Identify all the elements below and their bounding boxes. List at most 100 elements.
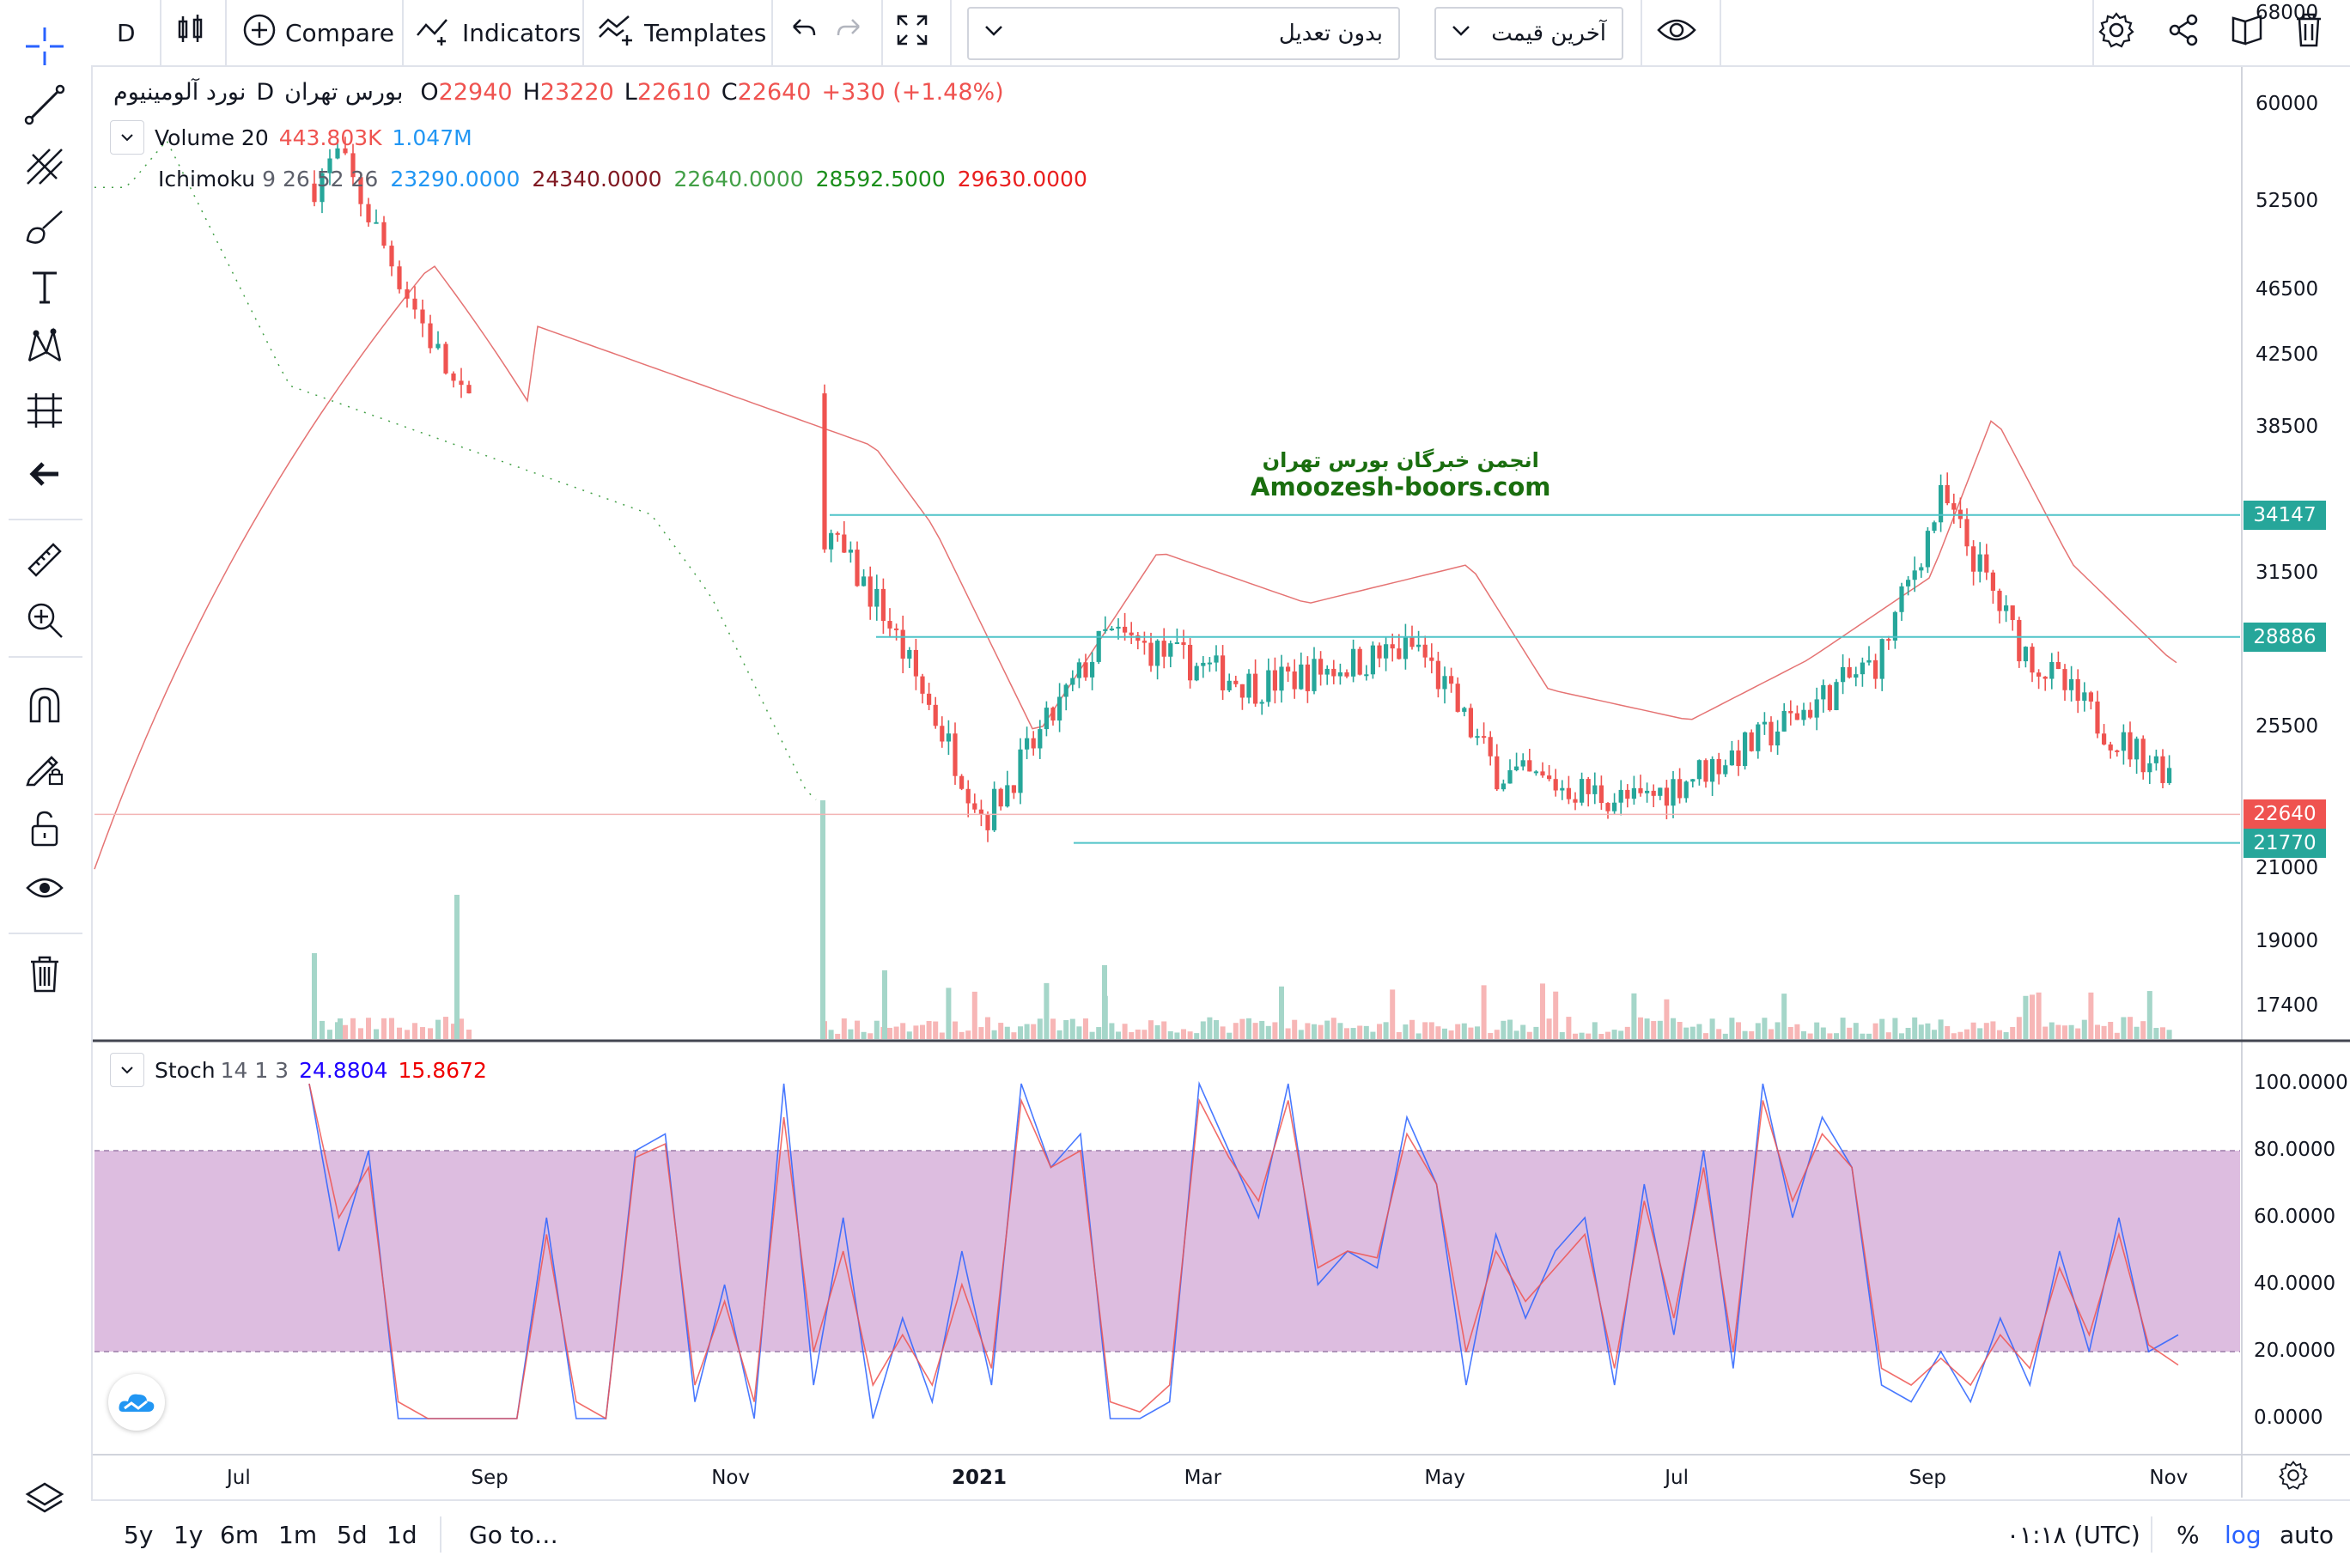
candle-body xyxy=(972,803,977,810)
book-button[interactable] xyxy=(2230,0,2266,65)
clock[interactable]: ۰۱:۱۸ (UTC) xyxy=(2006,1520,2140,1549)
indicators-button[interactable]: Indicators xyxy=(416,0,581,65)
ichimoku-lead-line xyxy=(94,265,2177,870)
collapse-toggle[interactable] xyxy=(110,1053,144,1087)
brush-icon[interactable] xyxy=(19,201,70,252)
log-toggle[interactable]: log xyxy=(2225,1520,2262,1549)
volume-bar xyxy=(1409,1019,1415,1039)
volume-bar xyxy=(1729,1018,1735,1039)
range-5y[interactable]: 5y xyxy=(124,1520,154,1549)
redo-button[interactable] xyxy=(835,0,866,65)
candle-body xyxy=(1925,531,1930,568)
chart-type-button[interactable] xyxy=(175,0,206,65)
delete-button[interactable] xyxy=(2293,0,2324,65)
collapse-toggle[interactable] xyxy=(110,120,144,155)
volume-bar xyxy=(1109,1023,1115,1039)
volume-bar xyxy=(1526,1031,1532,1039)
candle-body xyxy=(1951,503,1957,510)
back-arrow-icon[interactable] xyxy=(19,448,70,500)
lock-drawing-icon[interactable] xyxy=(19,740,70,792)
volume-bar xyxy=(1220,1026,1226,1039)
visibility-button[interactable] xyxy=(1656,0,1697,65)
layers-icon[interactable] xyxy=(19,1474,70,1525)
trash-icon[interactable] xyxy=(19,948,70,1000)
templates-button[interactable]: Templates xyxy=(598,0,766,65)
candle-body xyxy=(861,576,867,586)
trend-line-icon[interactable] xyxy=(19,79,70,131)
volume-label: Volume 20 xyxy=(155,125,269,150)
candle-body xyxy=(1912,570,1917,580)
zoom-in-icon[interactable] xyxy=(19,594,70,646)
volume-bar xyxy=(1638,1017,1643,1039)
candle-body xyxy=(1540,771,1545,776)
volume-legend: Volume 20 443.803K 1.047M xyxy=(110,120,472,155)
price-type-dropdown[interactable]: آخرین قیمت xyxy=(1434,7,1623,60)
eye-icon[interactable] xyxy=(19,862,70,914)
volume-bar xyxy=(466,1030,472,1039)
unlock-icon[interactable] xyxy=(19,802,70,854)
volume-bar xyxy=(1468,1027,1474,1039)
candle-body xyxy=(1227,680,1232,690)
range-6m[interactable]: 6m xyxy=(220,1520,259,1549)
undo-button[interactable] xyxy=(787,0,818,65)
volume-bar xyxy=(855,1020,860,1039)
auto-toggle[interactable]: auto xyxy=(2280,1520,2335,1549)
ruler-icon[interactable] xyxy=(19,534,70,586)
axis-settings-button[interactable] xyxy=(2278,1460,2309,1494)
price-tag: 34147 xyxy=(2243,500,2326,530)
volume-bar xyxy=(2075,1028,2081,1039)
volume-bar xyxy=(1624,1026,1630,1039)
volume-bar xyxy=(1651,1021,1657,1039)
candle-body xyxy=(1932,522,1937,532)
share-button[interactable] xyxy=(2166,0,2201,65)
candle-body xyxy=(1703,760,1708,782)
candle-body xyxy=(389,246,394,267)
candle-body xyxy=(1201,662,1206,666)
candle-body xyxy=(1259,702,1264,704)
volume-bar xyxy=(1546,1018,1552,1039)
candle-body xyxy=(1318,659,1324,675)
candle-body xyxy=(358,177,363,204)
candle-body xyxy=(374,222,379,224)
volume-bar xyxy=(1370,1031,1376,1039)
range-1d[interactable]: 1d xyxy=(387,1520,417,1549)
fullscreen-button[interactable] xyxy=(895,0,929,65)
candle-body xyxy=(1977,554,1982,572)
crosshair-icon[interactable] xyxy=(19,21,70,72)
text-icon[interactable] xyxy=(19,261,70,313)
interval-button[interactable]: D xyxy=(117,0,136,65)
candle-body xyxy=(1272,670,1277,691)
volume-bar xyxy=(1997,1030,2002,1039)
volume-bar xyxy=(1533,1026,1539,1039)
pattern-icon[interactable] xyxy=(19,321,70,373)
candle-body xyxy=(2082,692,2087,702)
pitchfork-icon[interactable] xyxy=(19,141,70,192)
candle-body xyxy=(1533,771,1538,774)
candle-body xyxy=(420,309,425,324)
candle-body xyxy=(2075,678,2080,702)
forecast-icon[interactable] xyxy=(19,385,70,436)
ichimoku-lead2: 29630.0000 xyxy=(957,167,1087,191)
chart-area[interactable] xyxy=(93,67,2350,1498)
candle-body xyxy=(1109,628,1114,630)
volume-bar xyxy=(1970,1022,1976,1039)
goto-button[interactable]: Go to… xyxy=(469,1520,558,1549)
price-tag: 22640 xyxy=(2243,799,2326,830)
symbol-name[interactable]: نورد آلومینیوم xyxy=(113,79,247,106)
magnet-icon[interactable] xyxy=(19,678,70,730)
percent-toggle[interactable]: % xyxy=(2176,1520,2200,1549)
adjustment-dropdown[interactable]: بدون تعدیل xyxy=(967,7,1400,60)
compare-button[interactable]: Compare xyxy=(242,0,394,65)
volume-bar xyxy=(1246,1018,1251,1039)
range-5d[interactable]: 5d xyxy=(337,1520,368,1549)
settings-button[interactable] xyxy=(2097,0,2135,65)
legend-low: L22610 xyxy=(624,79,711,106)
candle-body xyxy=(2010,605,2015,621)
range-1y[interactable]: 1y xyxy=(174,1520,204,1549)
candle-body xyxy=(435,343,441,349)
range-1m[interactable]: 1m xyxy=(278,1520,318,1549)
candle-body xyxy=(920,676,925,694)
volume-bar xyxy=(2010,1026,2016,1039)
tradingview-logo[interactable] xyxy=(108,1374,165,1431)
candle-body xyxy=(1756,724,1761,751)
